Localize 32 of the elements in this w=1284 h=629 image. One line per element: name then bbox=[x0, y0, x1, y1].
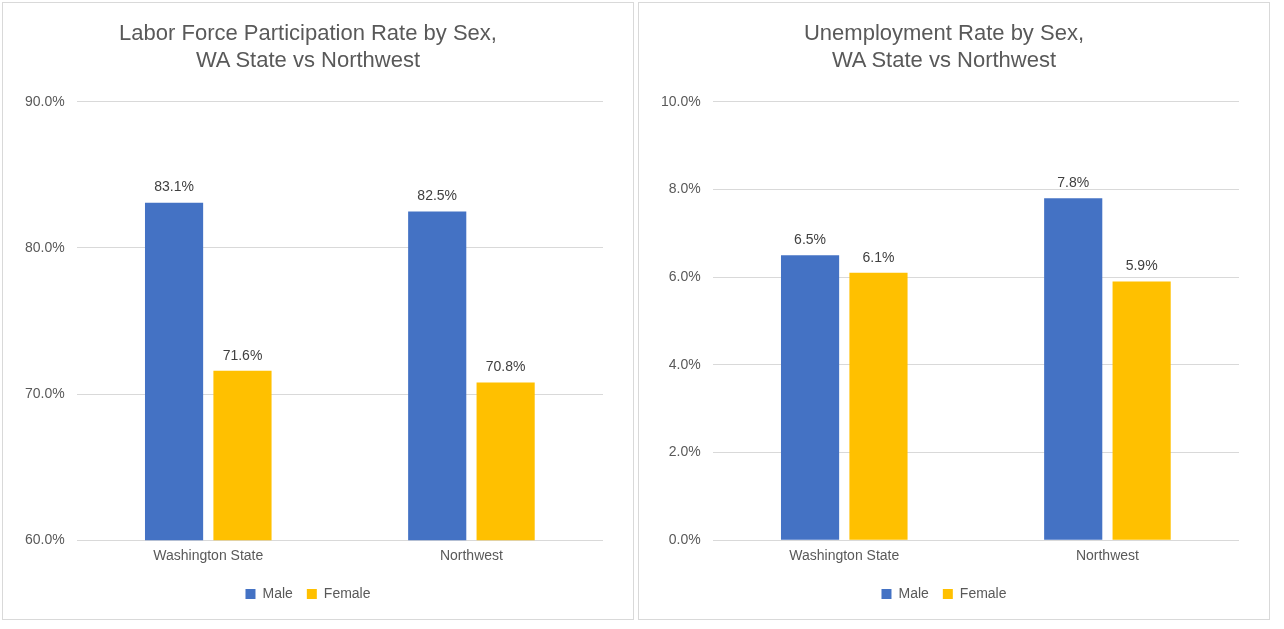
y-tick-label: 4.0% bbox=[668, 355, 701, 372]
data-label: 82.5% bbox=[417, 187, 458, 204]
bar bbox=[849, 272, 908, 540]
bar bbox=[1044, 198, 1103, 540]
x-tick-label: Washington State bbox=[153, 547, 264, 564]
y-tick-label: 2.0% bbox=[668, 443, 701, 460]
data-label: 6.1% bbox=[862, 248, 895, 265]
y-tick-label: 80.0% bbox=[24, 238, 65, 255]
y-tick-label: 70.0% bbox=[24, 384, 65, 401]
chart-title: Labor Force Participation Rate by Sex, WA State vs Northwest bbox=[119, 20, 497, 72]
data-label: 5.9% bbox=[1125, 257, 1158, 274]
bar bbox=[1112, 281, 1171, 540]
y-tick-label: 60.0% bbox=[24, 531, 65, 548]
y-tick-label: 90.0% bbox=[24, 92, 65, 109]
data-label: 70.8% bbox=[485, 358, 526, 375]
data-label: 7.8% bbox=[1057, 174, 1090, 191]
y-tick-label: 8.0% bbox=[668, 180, 701, 197]
x-tick-label: Washington State bbox=[789, 547, 900, 564]
bar bbox=[780, 255, 840, 540]
legend-label: Female bbox=[323, 584, 371, 601]
data-label: 71.6% bbox=[222, 346, 263, 363]
x-tick-label: Northwest bbox=[1075, 547, 1140, 564]
y-tick-label: 0.0% bbox=[668, 531, 701, 548]
y-tick-label: 10.0% bbox=[660, 92, 701, 109]
data-label: 6.5% bbox=[794, 231, 827, 248]
legend-label: Male bbox=[262, 584, 294, 601]
legend-label: Male bbox=[898, 584, 930, 601]
data-label: 83.1% bbox=[154, 178, 194, 195]
chart-title: Unemployment Rate by Sex, WA State vs Northwest bbox=[803, 20, 1085, 72]
x-tick-label: Northwest bbox=[439, 547, 504, 564]
legend-label: Female bbox=[959, 584, 1007, 601]
y-tick-label: 6.0% bbox=[668, 268, 701, 285]
